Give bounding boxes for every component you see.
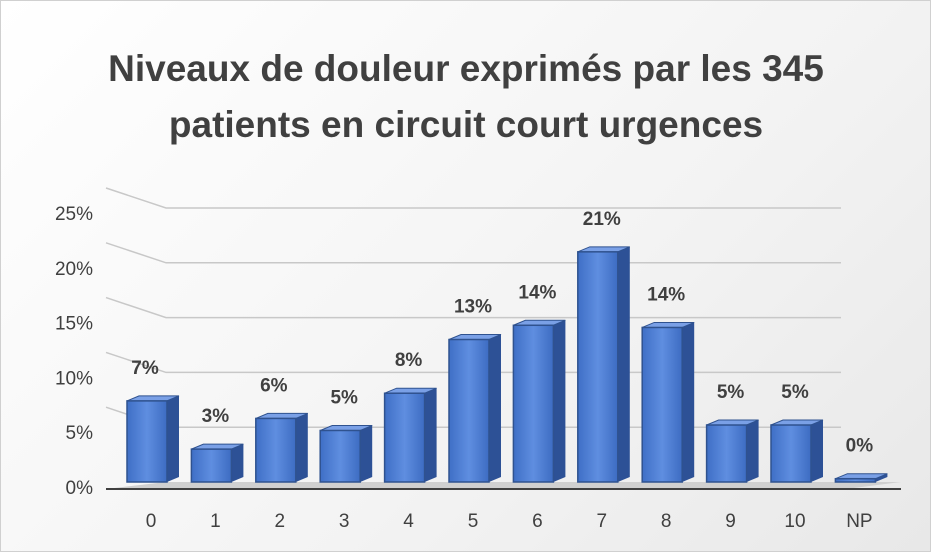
grid-line <box>105 242 841 264</box>
value-label: 14% <box>518 282 556 303</box>
bar-side <box>231 444 244 482</box>
value-label: 14% <box>647 284 685 305</box>
y-tick-label: 25% <box>55 204 93 225</box>
x-tick-label: 6 <box>532 511 543 532</box>
bar-side <box>295 413 308 482</box>
value-label: 13% <box>454 297 492 318</box>
bar-side <box>360 425 373 482</box>
y-tick-label: 15% <box>55 314 93 335</box>
bar <box>770 424 812 483</box>
bar <box>512 324 555 483</box>
bar-side <box>617 246 630 482</box>
y-tick-label: 5% <box>66 423 94 444</box>
bar <box>834 477 877 483</box>
bar <box>319 429 361 483</box>
bar-side <box>746 420 759 482</box>
x-tick-label: 5 <box>468 511 479 532</box>
value-label: 21% <box>583 209 621 230</box>
floor <box>106 482 901 489</box>
value-label: 5% <box>717 382 745 403</box>
bar-side <box>424 388 437 482</box>
x-tick-label: 4 <box>403 511 414 532</box>
value-label: 8% <box>395 350 423 371</box>
bar-side <box>489 334 501 482</box>
bar-side <box>875 473 888 482</box>
value-label: 3% <box>202 406 230 427</box>
x-tick-label: 2 <box>275 511 286 532</box>
bar <box>190 448 233 483</box>
bar <box>383 392 426 483</box>
bar-side <box>682 322 695 482</box>
x-tick-label: 10 <box>784 511 805 532</box>
value-label: 7% <box>131 358 159 379</box>
x-tick-label: 1 <box>210 511 221 532</box>
bar <box>577 251 619 483</box>
x-tick-label: 3 <box>339 511 350 532</box>
x-tick-label: 7 <box>597 511 608 532</box>
bar-side <box>167 395 179 482</box>
value-label: 5% <box>781 382 809 403</box>
value-label: 6% <box>260 375 288 396</box>
y-tick-label: 10% <box>55 368 93 389</box>
bar <box>705 424 748 483</box>
x-tick-label: NP <box>846 511 872 532</box>
bar <box>255 417 297 483</box>
y-tick-label: 20% <box>55 259 93 280</box>
x-tick-label: 9 <box>725 511 736 532</box>
y-tick-label: 0% <box>66 478 94 499</box>
bar-side <box>553 320 566 482</box>
value-label: 0% <box>846 436 874 457</box>
x-tick-label: 0 <box>146 511 157 532</box>
bar <box>126 400 168 483</box>
bar <box>448 338 490 483</box>
grid-line <box>105 187 841 209</box>
bar-side <box>811 420 823 482</box>
value-label: 5% <box>330 388 358 409</box>
chart-title: Niveaux de douleur exprimés par les 345 … <box>108 48 824 145</box>
x-tick-label: 8 <box>661 511 672 532</box>
bar <box>641 326 683 483</box>
